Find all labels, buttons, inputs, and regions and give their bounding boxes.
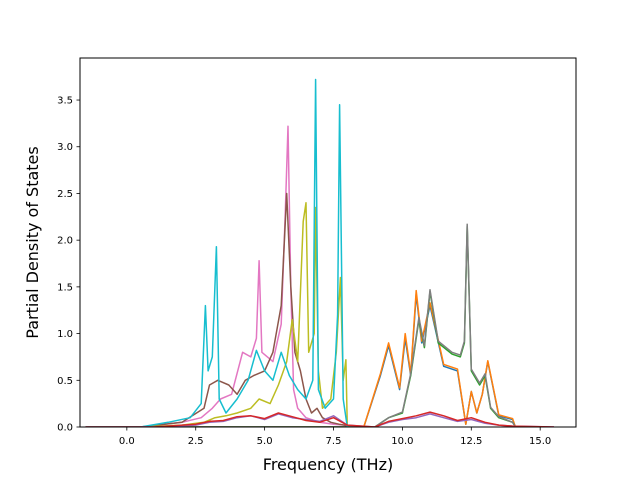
series-line-5	[85, 125, 348, 427]
x-axis-label: Frequency (THz)	[263, 455, 393, 474]
y-tick-label: 0.0	[57, 423, 73, 434]
series-line-2	[85, 289, 517, 427]
x-tick-label: 5.0	[257, 436, 273, 447]
y-tick-label: 2.5	[57, 189, 73, 200]
series-line-4	[85, 223, 517, 427]
y-tick-label: 1.0	[57, 329, 73, 340]
series-layer	[85, 78, 555, 427]
series-line-9	[85, 413, 555, 427]
y-tick-label: 1.5	[57, 282, 73, 293]
x-tick-label: 2.5	[188, 436, 204, 447]
x-tick-label: 15.0	[529, 436, 551, 447]
ticks-layer: 0.0 2.5 5.0 7.5 10.0 12.5 15.0 0.0 0.5 1.0 1.5 2.0 2…	[57, 96, 551, 447]
x-tick-label: 10.0	[391, 436, 413, 447]
series-line-6	[85, 192, 348, 427]
y-tick-label: 0.5	[57, 376, 73, 387]
x-tick-label: 0.0	[119, 436, 135, 447]
y-tick-label: 3.0	[57, 142, 73, 153]
series-line-10	[85, 411, 555, 427]
x-tick-label: 12.5	[460, 436, 482, 447]
y-tick-label: 2.0	[57, 236, 73, 247]
x-tick-label: 7.5	[326, 436, 342, 447]
plot-frame	[79, 57, 577, 428]
series-line-8	[85, 78, 349, 427]
y-axis-label: Partial Density of States	[23, 146, 42, 338]
y-tick-label: 3.5	[57, 96, 73, 107]
